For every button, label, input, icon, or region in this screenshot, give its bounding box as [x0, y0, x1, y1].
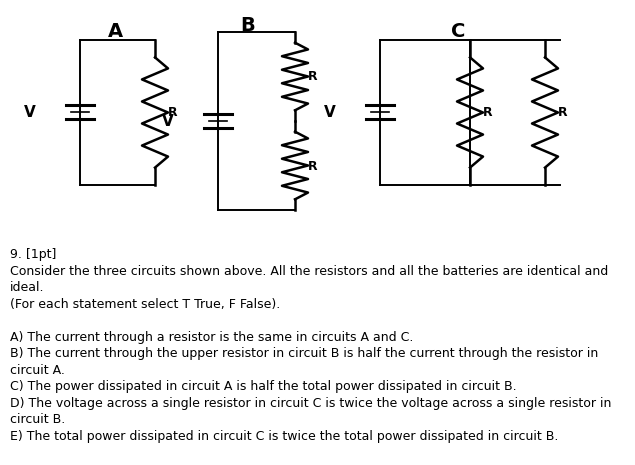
Text: V: V	[162, 113, 174, 128]
Text: B) The current through the upper resistor in circuit B is half the current throu: B) The current through the upper resisto…	[10, 347, 598, 360]
Text: E) The total power dissipated in circuit C is twice the total power dissipated i: E) The total power dissipated in circuit…	[10, 430, 558, 443]
Text: 9. [1pt]: 9. [1pt]	[10, 248, 57, 261]
Text: A: A	[107, 22, 123, 41]
Text: C) The power dissipated in circuit A is half the total power dissipated in circu: C) The power dissipated in circuit A is …	[10, 380, 517, 393]
Text: ideal.: ideal.	[10, 281, 44, 294]
Text: R: R	[308, 69, 318, 82]
Text: B: B	[241, 16, 255, 35]
Text: circuit A.: circuit A.	[10, 364, 65, 377]
Text: D) The voltage across a single resistor in circuit C is twice the voltage across: D) The voltage across a single resistor …	[10, 397, 612, 410]
Text: V: V	[324, 105, 336, 120]
Text: A) The current through a resistor is the same in circuits A and C.: A) The current through a resistor is the…	[10, 331, 413, 344]
Text: R: R	[308, 159, 318, 173]
Text: V: V	[24, 105, 36, 120]
Text: R: R	[483, 106, 493, 119]
Text: R: R	[558, 106, 568, 119]
Text: (For each statement select T True, F False).: (For each statement select T True, F Fal…	[10, 298, 280, 311]
Text: circuit B.: circuit B.	[10, 413, 65, 426]
Text: Consider the three circuits shown above. All the resistors and all the batteries: Consider the three circuits shown above.…	[10, 265, 608, 278]
Text: R: R	[168, 106, 178, 119]
Text: C: C	[451, 22, 465, 41]
